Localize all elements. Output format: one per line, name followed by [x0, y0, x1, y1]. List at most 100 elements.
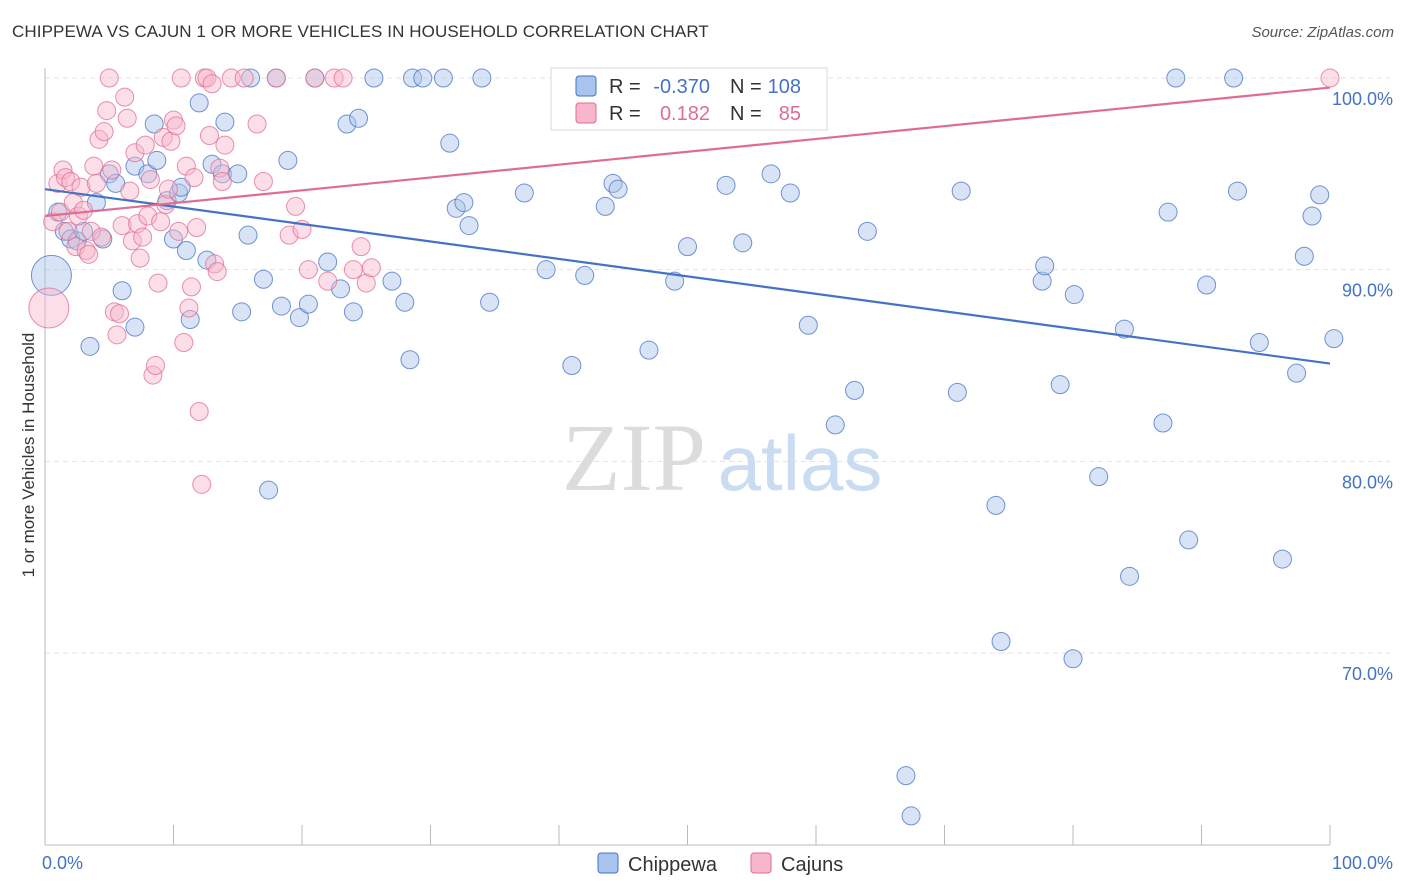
cajuns-point	[189, 402, 209, 421]
cajuns-point	[151, 212, 171, 232]
cajuns-point	[28, 287, 70, 329]
y-axis-label: 1 or more Vehicles in Household	[19, 333, 38, 578]
cajuns-point	[1320, 68, 1340, 88]
chippewa-point	[215, 112, 235, 132]
cajuns-point	[197, 68, 217, 88]
axes	[44, 68, 1331, 846]
chippewa-point	[1063, 649, 1083, 669]
legend-n-label: N =	[730, 76, 762, 98]
cajuns-point	[253, 172, 273, 191]
legend-swatch-cajuns	[575, 102, 597, 124]
trend-lines	[44, 86, 1331, 365]
cajuns-point	[74, 200, 94, 220]
cajuns-point	[99, 68, 119, 88]
chippewa-point	[780, 183, 800, 203]
legend-r-label: R =	[609, 76, 641, 98]
chippewa-point	[364, 68, 384, 88]
chippewa-point	[901, 806, 921, 826]
chippewa-point	[1158, 202, 1178, 222]
legend-n-value: 108	[768, 76, 801, 98]
cajuns-point	[207, 262, 227, 282]
cajuns-point	[356, 273, 376, 293]
x-tick-label: 100.0%	[1332, 853, 1393, 873]
chippewa-point	[289, 308, 309, 328]
cajuns-point	[169, 221, 189, 241]
chippewa-point	[536, 260, 556, 280]
chippewa-point	[1035, 256, 1055, 276]
cajuns-point	[179, 298, 199, 318]
cajuns-point	[184, 168, 204, 188]
cajuns-point	[174, 333, 194, 352]
chippewa-point	[1166, 68, 1186, 88]
chippewa-point	[1227, 181, 1247, 201]
cajuns-point	[58, 221, 78, 241]
chippewa-point	[80, 336, 100, 356]
y-tick-label: 90.0%	[1342, 281, 1393, 301]
chippewa-point	[232, 302, 252, 322]
cajuns-point	[305, 68, 325, 88]
cajuns-point	[181, 277, 201, 297]
chippewa-point	[395, 292, 415, 312]
cajuns-point	[199, 126, 219, 145]
chippewa-point	[1114, 319, 1134, 339]
correlation-legend: R = -0.370 N = 108 R = 0.182 N = 85	[550, 67, 828, 131]
chippewa-point	[857, 221, 877, 241]
chippewa-point	[798, 315, 818, 335]
chippewa-point	[1287, 363, 1307, 383]
chippewa-point	[413, 68, 433, 88]
cajuns-point	[122, 231, 142, 251]
chippewa-point	[1064, 285, 1084, 305]
cajuns-point	[110, 304, 130, 324]
chippewa-point	[271, 296, 291, 316]
cajuns-point	[133, 227, 153, 247]
chippewa-point	[228, 164, 248, 184]
chippewa-point	[278, 150, 298, 170]
cajuns-point	[84, 156, 104, 176]
chippewa-point	[951, 181, 971, 201]
cajuns-point	[176, 156, 196, 176]
y-tick-label: 70.0%	[1342, 664, 1393, 684]
cajuns-point	[50, 202, 70, 222]
legend-r-value: 0.182	[660, 103, 710, 125]
cajuns-point	[92, 227, 112, 247]
chippewa-point	[595, 196, 615, 216]
cajuns-point	[171, 68, 191, 88]
cajuns-point	[61, 172, 81, 191]
cajuns-point	[279, 225, 299, 245]
cajuns-point	[202, 74, 222, 94]
legend-n-value: 85	[779, 103, 801, 125]
legend-label-chippewa: Chippewa	[628, 854, 718, 876]
chippewa-point	[514, 183, 534, 203]
series-legend: Chippewa Cajuns	[597, 852, 843, 876]
chippewa-point	[440, 133, 460, 153]
chippewa-point	[1302, 206, 1322, 226]
chippewa-point	[733, 233, 753, 253]
series-chippewa	[30, 68, 1344, 826]
cajuns-point	[71, 177, 91, 197]
cajuns-point	[135, 135, 155, 155]
cajuns-point	[333, 68, 353, 88]
cajuns-point	[298, 260, 318, 280]
cajuns-point	[56, 168, 76, 188]
chippewa-point	[761, 164, 781, 184]
cajuns-point	[43, 212, 63, 232]
chippewa-point	[238, 225, 258, 245]
chippewa-point	[947, 382, 967, 402]
chippewa-point	[446, 198, 466, 218]
chippewa-point	[147, 150, 167, 170]
chippewa-point	[189, 93, 209, 113]
cajuns-point	[212, 172, 232, 191]
chippewa-point	[986, 495, 1006, 515]
cajuns-point	[161, 131, 181, 151]
chippewa-point	[1032, 271, 1052, 291]
cajuns-point	[112, 216, 132, 236]
cajuns-point	[120, 181, 140, 201]
chippewa-point	[253, 269, 273, 289]
chippewa-point	[1197, 275, 1217, 295]
chippewa-point	[343, 302, 363, 322]
legend-r-value: -0.370	[653, 76, 710, 98]
cajuns-point	[148, 273, 168, 293]
cajuns-point	[81, 221, 101, 241]
x-tick-label: 0.0%	[42, 853, 83, 873]
cajuns-point	[97, 101, 117, 121]
